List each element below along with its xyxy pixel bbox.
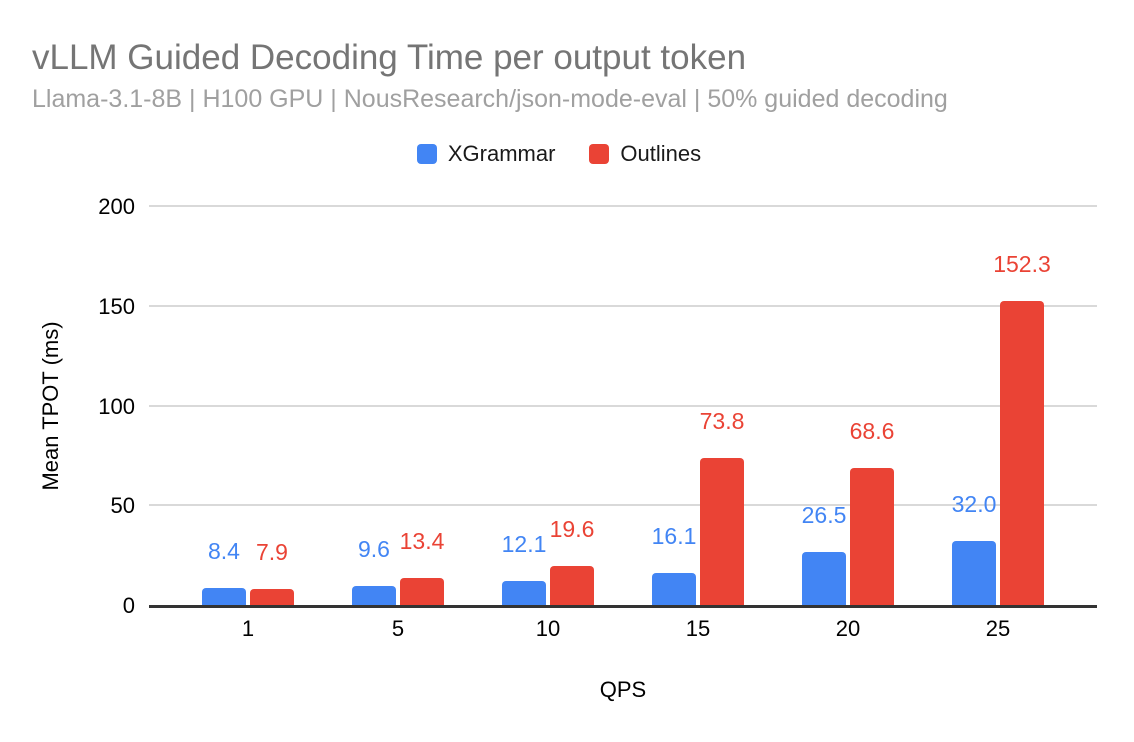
bar-value-label-xgrammar-qps-1: 8.4	[208, 538, 240, 564]
bar-value-label-outlines-qps-5: 13.4	[399, 528, 445, 554]
bar-outlines-qps-1[interactable]	[250, 589, 294, 605]
x-tick-label-25: 25	[985, 616, 1011, 641]
legend-item-xgrammar[interactable]: XGrammar	[416, 141, 556, 167]
y-tick-label-150: 150	[98, 293, 135, 319]
gridline-150	[149, 304, 1097, 307]
x-axis-title: QPS	[599, 677, 647, 702]
bar-outlines-qps-5[interactable]	[400, 578, 444, 605]
bar-outlines-qps-25[interactable]	[1000, 301, 1044, 605]
x-tick-label-20: 20	[835, 616, 861, 641]
bar-value-label-outlines-qps-15: 73.8	[699, 408, 745, 434]
bar-value-label-outlines-qps-25: 152.3	[993, 251, 1051, 277]
x-tick-label-10: 10	[535, 616, 561, 641]
bar-outlines-qps-15[interactable]	[700, 458, 744, 605]
chart-title: vLLM Guided Decoding Time per output tok…	[32, 38, 747, 77]
bar-xgrammar-qps-1[interactable]	[202, 588, 246, 605]
plot-area: 8.4 7.9 9.6 13.4 12.1 19.6 16.1 73.8 26.5 68.6 32.…	[149, 205, 1097, 609]
bar-xgrammar-qps-15[interactable]	[652, 573, 696, 605]
bar-value-label-xgrammar-qps-10: 12.1	[501, 531, 547, 557]
bar-xgrammar-qps-10[interactable]	[502, 581, 546, 605]
bar-value-label-xgrammar-qps-25: 32.0	[951, 491, 997, 517]
y-tick-label-200: 200	[98, 194, 135, 219]
legend-item-outlines[interactable]: Outlines	[589, 141, 701, 167]
gridline-100	[149, 404, 1097, 407]
bar-value-label-outlines-qps-20: 68.6	[849, 418, 895, 444]
y-tick-label-100: 100	[98, 393, 135, 419]
bar-xgrammar-qps-25[interactable]	[952, 541, 996, 605]
bar-outlines-qps-20[interactable]	[850, 468, 894, 605]
bar-xgrammar-qps-5[interactable]	[352, 586, 396, 605]
chart-subtitle: Llama-3.1-8B | H100 GPU | NousResearch/j…	[32, 85, 948, 113]
bar-value-label-xgrammar-qps-15: 16.1	[651, 523, 697, 549]
bar-value-label-xgrammar-qps-5: 9.6	[358, 536, 390, 562]
y-tick-label-0: 0	[122, 593, 135, 618]
x-tick-label-1: 1	[241, 616, 255, 641]
legend-label-xgrammar: XGrammar	[447, 141, 556, 166]
bar-value-label-xgrammar-qps-20: 26.5	[801, 502, 847, 528]
bar-value-label-outlines-qps-1: 7.9	[256, 539, 288, 565]
gridline-200	[149, 205, 1097, 207]
x-tick-label-5: 5	[391, 616, 405, 641]
legend-label-outlines: Outlines	[620, 141, 702, 166]
bar-outlines-qps-10[interactable]	[550, 566, 594, 605]
legend-swatch-xgrammar-icon	[416, 144, 437, 164]
bar-xgrammar-qps-20[interactable]	[802, 552, 846, 605]
bar-value-label-outlines-qps-10: 19.6	[549, 516, 595, 542]
gridline-50	[149, 504, 1097, 507]
legend-swatch-outlines-icon	[589, 144, 610, 164]
y-tick-label-50: 50	[110, 493, 135, 519]
x-tick-label-15: 15	[685, 616, 711, 641]
x-axis-line	[149, 605, 1097, 608]
legend: XGrammar Outlines	[0, 141, 1118, 167]
